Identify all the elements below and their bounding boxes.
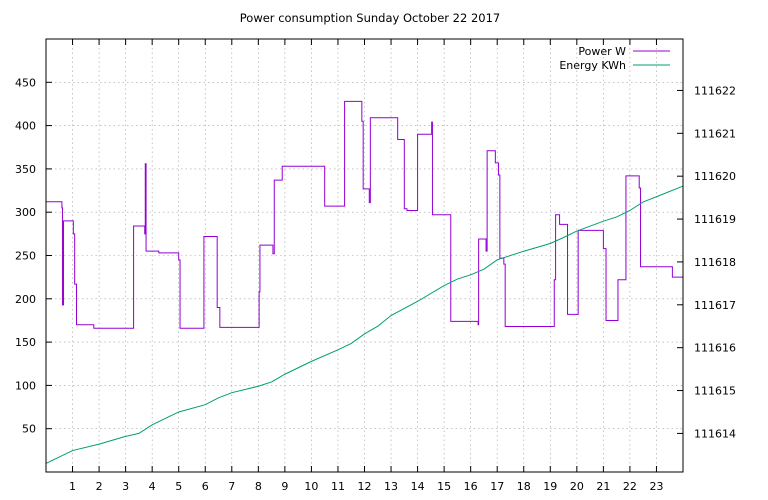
x-tick-label: 12 [358, 480, 372, 493]
y-tick-label: 150 [15, 336, 36, 349]
x-tick-label: 21 [596, 480, 610, 493]
x-tick-label: 2 [96, 480, 103, 493]
y2-tick-label: 111617 [694, 299, 736, 312]
x-tick-label: 17 [490, 480, 504, 493]
legend: Power W Energy KWh [559, 45, 670, 72]
x-tick-label: 7 [228, 480, 235, 493]
x-tick-label: 15 [437, 480, 451, 493]
y2-tick-label: 111618 [694, 256, 736, 269]
x-tick-label: 9 [281, 480, 288, 493]
y-tick-label: 250 [15, 250, 36, 263]
y2-tick-label: 111616 [694, 342, 736, 355]
ticks [46, 39, 683, 472]
y2-tick-label: 111615 [694, 385, 736, 398]
y2-tick-label: 111622 [694, 84, 736, 97]
y-tick-labels: 50 100 150 200 250 300 350 400 450 [15, 76, 36, 435]
x-tick-labels: 1 2 3 4 5 6 7 8 9 10 11 12 13 14 15 16 17 18 19 20 21 22 23 [69, 480, 663, 493]
grid [46, 39, 683, 472]
x-tick-label: 16 [464, 480, 478, 493]
series-line-power [46, 100, 684, 329]
y-tick-label: 100 [15, 379, 36, 392]
series [45, 100, 684, 464]
y2-tick-label: 111614 [694, 427, 736, 440]
x-tick-label: 23 [649, 480, 663, 493]
x-tick-label: 18 [517, 480, 531, 493]
x-tick-label: 3 [122, 480, 129, 493]
x-tick-label: 14 [411, 480, 425, 493]
legend-label-power: Power W [578, 45, 626, 58]
y2-tick-label: 111620 [694, 170, 736, 183]
y2-tick-label: 111621 [694, 127, 736, 140]
x-tick-label: 20 [570, 480, 584, 493]
y-tick-label: 350 [15, 163, 36, 176]
y-tick-label: 300 [15, 206, 36, 219]
x-tick-label: 6 [202, 480, 209, 493]
y2-tick-labels: 111614 111615 111616 111617 111618 111619 1116… [694, 84, 736, 440]
series-line-energy [45, 185, 684, 464]
x-tick-label: 13 [384, 480, 398, 493]
x-tick-label: 11 [331, 480, 345, 493]
x-tick-label: 1 [69, 480, 76, 493]
x-tick-label: 19 [543, 480, 557, 493]
x-tick-label: 22 [623, 480, 637, 493]
x-tick-label: 5 [175, 480, 182, 493]
plot-frame [45, 38, 684, 473]
x-tick-label: 10 [304, 480, 318, 493]
legend-label-energy: Energy KWh [559, 59, 626, 72]
x-tick-label: 4 [149, 480, 156, 493]
x-tick-label: 8 [255, 480, 262, 493]
y-tick-label: 400 [15, 120, 36, 133]
chart-title: Power consumption Sunday October 22 2017 [240, 11, 500, 25]
y2-tick-label: 111619 [694, 213, 736, 226]
y-tick-label: 50 [22, 423, 36, 436]
y-tick-label: 200 [15, 293, 36, 306]
y-tick-label: 450 [15, 76, 36, 89]
